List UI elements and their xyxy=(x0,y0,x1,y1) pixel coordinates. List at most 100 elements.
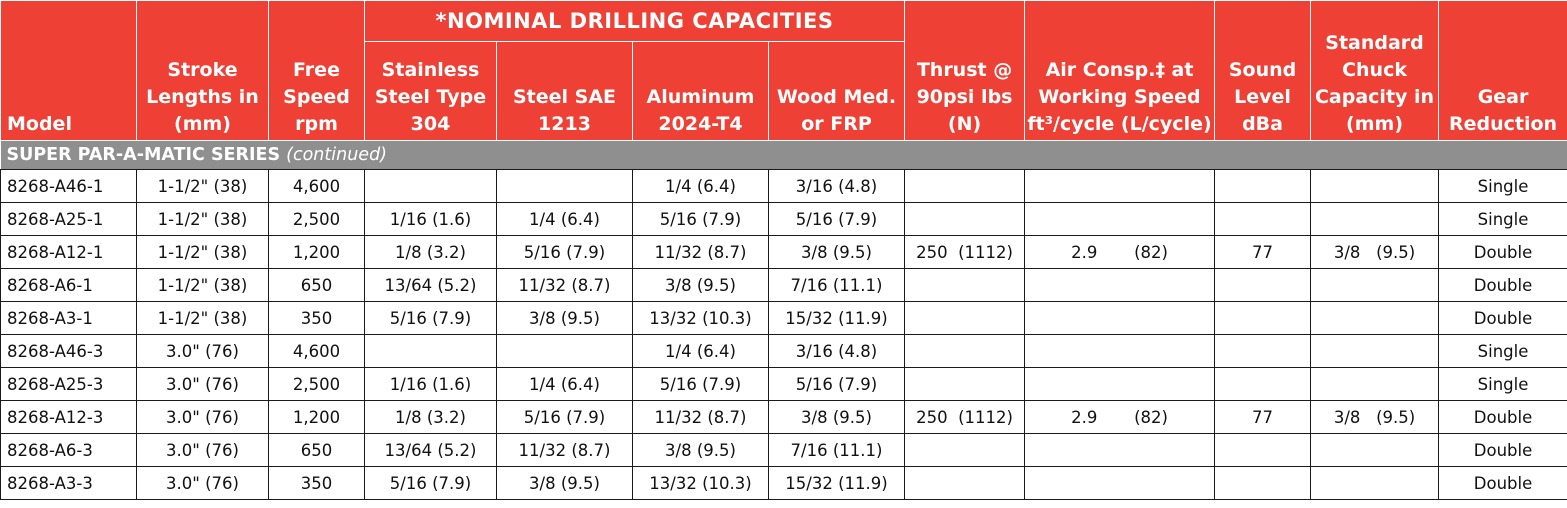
cell-steel: 5/16 (7.9) xyxy=(496,400,633,434)
cell-speed: 350 xyxy=(268,301,365,335)
cell-stainless: 1/8 (3.2) xyxy=(364,235,497,269)
cell-gear: Single xyxy=(1438,334,1567,368)
col-header-stroke: Stroke Lengths in (mm) xyxy=(136,0,269,141)
cell-air xyxy=(1024,466,1216,500)
table-row: 8268-A6-3 3.0" (76) 650 13/64 (5.2) 11/32 (8… xyxy=(0,433,1567,467)
col-header-wood: Wood Med. or FRP xyxy=(767,41,906,141)
cell-thrust xyxy=(904,466,1026,500)
cell-model: 8268-A6-1 xyxy=(0,268,137,302)
cell-air xyxy=(1024,301,1216,335)
cell-thrust xyxy=(904,334,1026,368)
cell-thrust xyxy=(904,367,1026,401)
cell-model: 8268-A3-1 xyxy=(0,301,137,335)
cell-stainless: 1/16 (1.6) xyxy=(364,367,497,401)
cell-stainless: 13/64 (5.2) xyxy=(364,268,497,302)
cell-sound xyxy=(1214,169,1312,203)
col-header-speed: Free Speed rpm xyxy=(268,0,365,141)
series-note: (continued) xyxy=(286,145,388,165)
cell-speed: 4,600 xyxy=(268,169,365,203)
cell-sound xyxy=(1214,367,1312,401)
cell-chuck xyxy=(1310,334,1440,368)
cell-aluminum: 13/32 (10.3) xyxy=(632,301,769,335)
group-header-drilling-capacities: *NOMINAL DRILLING CAPACITIES xyxy=(363,0,906,42)
col-header-chuck: Standard Chuck Capacity in (mm) xyxy=(1310,0,1440,141)
cell-steel: 3/8 (9.5) xyxy=(496,466,633,500)
cell-stroke: 1-1/2" (38) xyxy=(136,169,269,203)
cell-steel xyxy=(496,169,633,203)
cell-wood: 5/16 (7.9) xyxy=(767,202,906,236)
cell-gear: Single xyxy=(1438,169,1567,203)
col-header-air: Air Consp.‡ at Working Speed ft³/cycle (… xyxy=(1024,0,1216,141)
cell-air: 2.9 (82) xyxy=(1024,235,1216,269)
cell-chuck xyxy=(1310,169,1440,203)
cell-stroke: 1-1/2" (38) xyxy=(136,202,269,236)
cell-chuck xyxy=(1310,367,1440,401)
cell-steel xyxy=(496,334,633,368)
cell-sound xyxy=(1214,433,1312,467)
cell-stainless: 1/8 (3.2) xyxy=(364,400,497,434)
cell-wood: 3/8 (9.5) xyxy=(767,400,906,434)
cell-steel: 11/32 (8.7) xyxy=(496,268,633,302)
cell-thrust: 250 (1112) xyxy=(904,400,1026,434)
col-header-aluminum: Aluminum 2024-T4 xyxy=(632,41,769,141)
cell-air xyxy=(1024,433,1216,467)
cell-gear: Double xyxy=(1438,433,1567,467)
cell-stroke: 1-1/2" (38) xyxy=(136,268,269,302)
table-body: SUPER PAR-A-MATIC SERIES (continued) 826… xyxy=(0,140,1567,500)
cell-steel: 1/4 (6.4) xyxy=(496,367,633,401)
cell-speed: 4,600 xyxy=(268,334,365,368)
cell-stroke: 1-1/2" (38) xyxy=(136,301,269,335)
cell-thrust: 250 (1112) xyxy=(904,235,1026,269)
cell-speed: 1,200 xyxy=(268,235,365,269)
cell-wood: 7/16 (11.1) xyxy=(767,268,906,302)
cell-steel: 1/4 (6.4) xyxy=(496,202,633,236)
cell-thrust xyxy=(904,202,1026,236)
cell-gear: Single xyxy=(1438,202,1567,236)
cell-wood: 3/16 (4.8) xyxy=(767,169,906,203)
cell-speed: 2,500 xyxy=(268,367,365,401)
cell-stainless xyxy=(364,169,497,203)
cell-model: 8268-A25-3 xyxy=(0,367,137,401)
cell-gear: Double xyxy=(1438,400,1567,434)
cell-gear: Double xyxy=(1438,268,1567,302)
cell-air xyxy=(1024,334,1216,368)
cell-stroke: 3.0" (76) xyxy=(136,466,269,500)
col-header-model: Model xyxy=(0,0,137,141)
cell-model: 8268-A46-3 xyxy=(0,334,137,368)
cell-sound: 77 xyxy=(1214,235,1312,269)
cell-stroke: 3.0" (76) xyxy=(136,367,269,401)
cell-gear: Double xyxy=(1438,235,1567,269)
series-title: SUPER PAR-A-MATIC SERIES (continued) xyxy=(0,140,1567,170)
cell-sound xyxy=(1214,202,1312,236)
cell-chuck xyxy=(1310,301,1440,335)
table-row: 8268-A12-3 3.0" (76) 1,200 1/8 (3.2) 5/16 (7… xyxy=(0,400,1567,434)
cell-air xyxy=(1024,202,1216,236)
table-row: 8268-A3-1 1-1/2" (38) 350 5/16 (7.9) 3/8 (9.… xyxy=(0,301,1567,335)
cell-air: 2.9 (82) xyxy=(1024,400,1216,434)
cell-wood: 3/8 (9.5) xyxy=(767,235,906,269)
cell-model: 8268-A3-3 xyxy=(0,466,137,500)
cell-thrust xyxy=(904,268,1026,302)
cell-speed: 2,500 xyxy=(268,202,365,236)
cell-aluminum: 5/16 (7.9) xyxy=(632,202,769,236)
table-row: 8268-A46-1 1-1/2" (38) 4,600 1/4 (6.4) 3/16 … xyxy=(0,169,1567,203)
cell-steel: 11/32 (8.7) xyxy=(496,433,633,467)
table-row: 8268-A3-3 3.0" (76) 350 5/16 (7.9) 3/8 (9.5)… xyxy=(0,466,1567,500)
cell-speed: 650 xyxy=(268,433,365,467)
table-row: 8268-A25-1 1-1/2" (38) 2,500 1/16 (1.6) 1/4 … xyxy=(0,202,1567,236)
cell-gear: Double xyxy=(1438,301,1567,335)
cell-sound: 77 xyxy=(1214,400,1312,434)
cell-model: 8268-A46-1 xyxy=(0,169,137,203)
cell-steel: 3/8 (9.5) xyxy=(496,301,633,335)
cell-wood: 15/32 (11.9) xyxy=(767,466,906,500)
cell-gear: Double xyxy=(1438,466,1567,500)
cell-aluminum: 5/16 (7.9) xyxy=(632,367,769,401)
cell-stainless: 5/16 (7.9) xyxy=(364,301,497,335)
col-header-sound: Sound Level dBa xyxy=(1214,0,1312,141)
cell-thrust xyxy=(904,301,1026,335)
cell-thrust xyxy=(904,433,1026,467)
col-header-gear: Gear Reduction xyxy=(1438,0,1567,141)
table-row: 8268-A6-1 1-1/2" (38) 650 13/64 (5.2) 11/32 … xyxy=(0,268,1567,302)
cell-speed: 1,200 xyxy=(268,400,365,434)
cell-wood: 3/16 (4.8) xyxy=(767,334,906,368)
